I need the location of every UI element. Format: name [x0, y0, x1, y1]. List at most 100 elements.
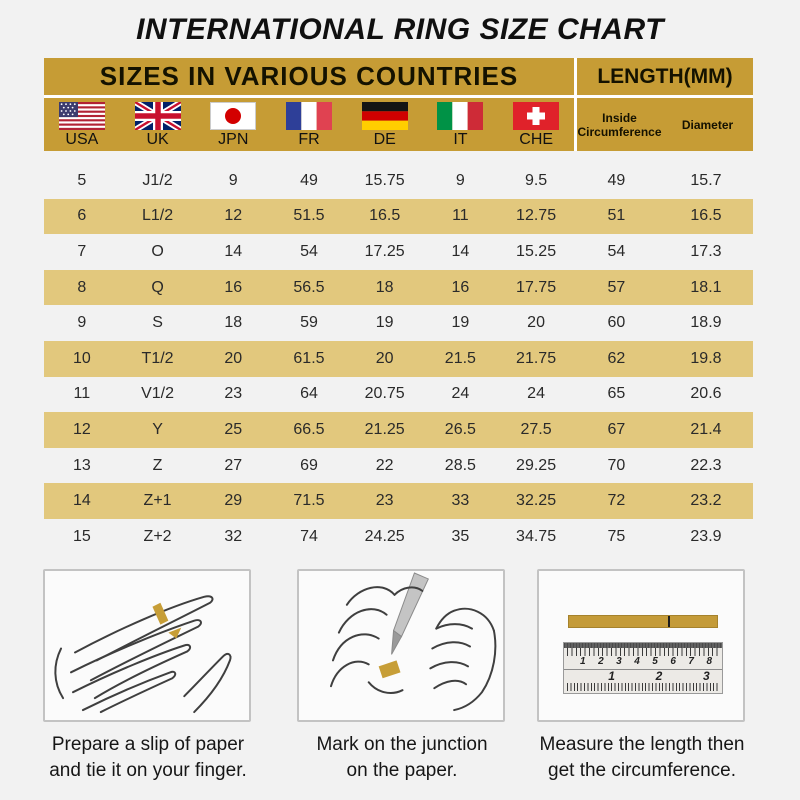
cell-it: 14 — [451, 242, 470, 260]
cell-che: 21.75 — [516, 349, 557, 367]
ruler-edge — [564, 643, 722, 648]
cell-che: 12.75 — [516, 207, 557, 225]
table-row: 9 S 18 59 19 19 20 60 18.9 — [44, 305, 753, 341]
country-label: UK — [146, 131, 169, 148]
column-header-de: DE — [347, 98, 423, 151]
cell-jpn: 18 — [224, 314, 243, 332]
table-row: 13 Z 27 69 22 28.5 29.25 70 22.3 — [44, 448, 753, 484]
ruler-number: 3 — [616, 656, 622, 667]
column-header-it: IT — [423, 98, 499, 151]
ring-size-table: SIZES IN VARIOUS COUNTRIES LENGTH(MM) — [44, 58, 753, 555]
japan-flag-icon — [210, 102, 257, 130]
cell-usa: 13 — [72, 456, 91, 474]
cell-de: 22 — [375, 456, 394, 474]
cell-uk: T1/2 — [141, 349, 174, 367]
country-label: JPN — [218, 131, 249, 148]
cell-jpn: 23 — [224, 385, 243, 403]
cell-inside-circumference: 75 — [607, 527, 626, 545]
table-row: 14 Z+1 29 71.5 23 33 32.25 72 23.2 — [44, 483, 753, 519]
cell-it: 33 — [451, 492, 470, 510]
cell-diameter: 15.7 — [690, 171, 722, 189]
cell-usa: 6 — [77, 207, 87, 225]
country-label: FR — [298, 131, 320, 148]
usa-flag-icon — [58, 102, 105, 130]
ruler-number: 2 — [655, 669, 663, 683]
table-header: SIZES IN VARIOUS COUNTRIES LENGTH(MM) — [44, 58, 753, 151]
cell-inside-circumference: 54 — [607, 242, 626, 260]
cell-it: 9 — [455, 171, 465, 189]
cell-usa: 8 — [77, 278, 87, 296]
cell-diameter: 18.1 — [690, 278, 722, 296]
cell-che: 20 — [527, 314, 545, 332]
cell-diameter: 18.9 — [690, 314, 722, 332]
cell-jpn: 9 — [228, 171, 238, 189]
cell-uk: L1/2 — [141, 207, 174, 225]
table-row: 5 J1/2 9 49 15.75 9 9.5 49 15.7 — [44, 163, 753, 199]
cell-fr: 51.5 — [293, 207, 325, 225]
caption-line: get the circumference. — [548, 760, 736, 781]
uk-flag-icon — [134, 102, 181, 130]
cell-uk: O — [151, 242, 164, 260]
page-title: INTERNATIONAL RING SIZE CHART — [136, 13, 664, 46]
ruler-number: 8 — [706, 656, 712, 667]
table-row: 11 V1/2 23 64 20.75 24 24 65 20.6 — [44, 377, 753, 413]
table-body: 5 J1/2 9 49 15.75 9 9.5 49 15.7 6 L1/2 12 51.5 16.5 11… — [44, 163, 753, 555]
cell-jpn: 29 — [224, 492, 243, 510]
cell-diameter: 23.2 — [690, 492, 722, 510]
cell-usa: 10 — [72, 349, 91, 367]
cell-diameter: 23.9 — [690, 527, 722, 545]
cell-uk: Z+2 — [143, 527, 172, 545]
cell-diameter: 22.3 — [690, 456, 722, 474]
length-header-group: Inside Circumference Diameter — [577, 98, 753, 151]
step-2-illustration-box — [297, 569, 505, 722]
cell-inside-circumference: 67 — [607, 420, 626, 438]
cell-che: 32.25 — [516, 492, 557, 510]
step-3-caption: Measure the length then get the circumfe… — [502, 732, 782, 784]
cell-uk: Z+1 — [143, 492, 172, 510]
ruler-number: 2 — [598, 656, 604, 667]
cell-che: 24 — [527, 385, 545, 403]
cell-usa: 14 — [72, 492, 91, 510]
cell-it: 11 — [452, 207, 469, 225]
cell-usa: 9 — [77, 314, 87, 332]
table-row: 10 T1/2 20 61.5 20 21.5 21.75 62 19.8 — [44, 340, 753, 377]
cell-fr: 71.5 — [293, 492, 325, 510]
cell-uk: J1/2 — [142, 171, 173, 189]
country-header-group: USA UK — [44, 98, 574, 151]
header-sizes-in-various-countries: SIZES IN VARIOUS COUNTRIES — [44, 58, 574, 95]
step-1-illustration-box — [43, 569, 251, 722]
country-label: DE — [373, 131, 396, 148]
ruler-number: 3 — [703, 669, 710, 683]
cell-de: 18 — [375, 278, 394, 296]
cell-de: 24.25 — [364, 527, 405, 545]
ruler-number: 1 — [580, 656, 586, 667]
cell-usa: 11 — [73, 385, 91, 403]
cell-diameter: 16.5 — [690, 207, 722, 225]
cell-uk: Q — [151, 278, 164, 296]
france-flag-icon — [286, 102, 333, 130]
cell-de: 19 — [375, 314, 394, 332]
cell-de: 23 — [375, 492, 394, 510]
cell-jpn: 20 — [224, 349, 243, 367]
cell-uk: S — [152, 314, 163, 332]
group-header-row: SIZES IN VARIOUS COUNTRIES LENGTH(MM) — [44, 58, 753, 95]
cell-jpn: 25 — [224, 420, 243, 438]
italy-flag-icon — [437, 102, 484, 130]
cell-it: 35 — [451, 527, 470, 545]
column-header-row: USA UK — [44, 98, 753, 151]
ruler-number: 5 — [652, 656, 658, 667]
cell-fr: 69 — [300, 456, 318, 474]
ruler-number: 6 — [670, 656, 676, 667]
cell-de: 20 — [375, 349, 394, 367]
caption-line: Measure the length then — [539, 734, 745, 755]
cell-jpn: 14 — [224, 242, 243, 260]
caption-line: Prepare a slip of paper — [51, 734, 245, 755]
cell-usa: 12 — [72, 420, 91, 438]
cell-it: 21.5 — [444, 349, 476, 367]
table-row: 6 L1/2 12 51.5 16.5 11 12.75 51 16.5 — [44, 198, 753, 235]
cell-fr: 59 — [300, 314, 318, 332]
cell-inside-circumference: 65 — [607, 385, 626, 403]
column-header-usa: USA — [44, 98, 120, 151]
step-3-illustration-box: 1 2 3 4 5 6 7 8 1 2 3 — [537, 569, 745, 722]
cell-che: 9.5 — [524, 171, 548, 189]
